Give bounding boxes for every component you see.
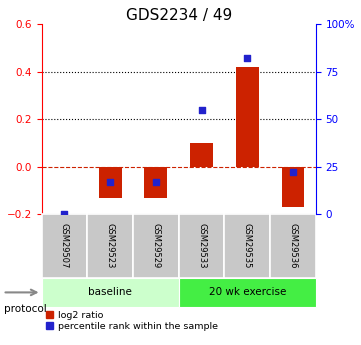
Text: baseline: baseline (88, 287, 132, 297)
Bar (282, 167, 304, 207)
Bar (144, 167, 167, 198)
Legend: log2 ratio, percentile rank within the sample: log2 ratio, percentile rank within the s… (46, 310, 218, 331)
Bar (190, 143, 213, 167)
Text: GSM29535: GSM29535 (243, 223, 252, 269)
Bar (270, 214, 316, 278)
Text: GSM29536: GSM29536 (288, 223, 297, 269)
Bar (225, 214, 270, 278)
Bar (42, 214, 87, 278)
Point (290, 170, 296, 175)
Text: GSM29533: GSM29533 (197, 223, 206, 269)
Bar (179, 214, 225, 278)
Point (61, 211, 67, 217)
Bar (42, 278, 179, 307)
Text: GSM29523: GSM29523 (106, 223, 114, 269)
Text: GSM29507: GSM29507 (60, 223, 69, 269)
Point (107, 179, 113, 185)
Bar (87, 214, 133, 278)
Text: GSM29529: GSM29529 (151, 223, 160, 268)
Bar (179, 278, 316, 307)
Text: protocol: protocol (4, 304, 46, 314)
Bar (236, 67, 259, 167)
Point (153, 179, 159, 185)
Point (244, 56, 250, 61)
Bar (99, 167, 122, 198)
Text: 20 wk exercise: 20 wk exercise (209, 287, 286, 297)
Point (199, 107, 204, 112)
Bar (133, 214, 179, 278)
Title: GDS2234 / 49: GDS2234 / 49 (126, 8, 232, 23)
